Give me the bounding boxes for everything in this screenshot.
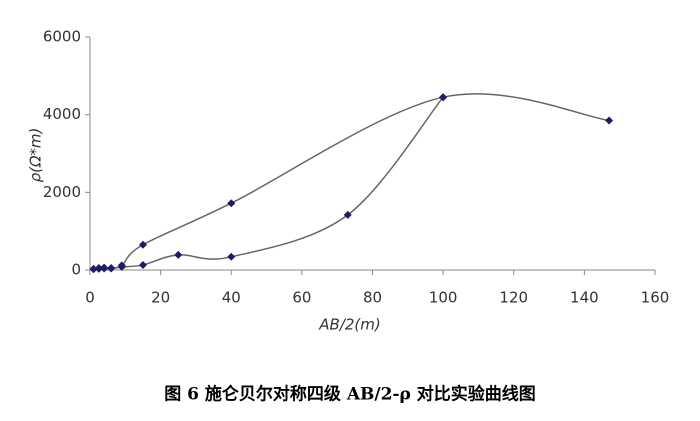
y-axis-label: ρ(Ω*m) [27, 128, 45, 183]
marker [343, 210, 352, 219]
marker [100, 264, 109, 273]
x-tick-label: 40 [222, 289, 241, 307]
marker [605, 116, 614, 125]
marker [89, 265, 98, 274]
marker [94, 264, 103, 273]
x-axis-label: AB/2(m) [318, 316, 380, 334]
x-tick-label: 120 [499, 289, 528, 307]
x-tick-label: 60 [292, 289, 311, 307]
x-tick-label: 100 [429, 289, 458, 307]
marker [138, 260, 147, 269]
y-tick-label: 0 [71, 261, 81, 279]
marker [138, 240, 147, 249]
y-tick-label: 4000 [43, 105, 81, 123]
x-tick-label: 80 [363, 289, 382, 307]
marker [117, 262, 126, 271]
x-tick-label: 0 [85, 289, 95, 307]
x-tick-label: 20 [151, 289, 170, 307]
marker [174, 250, 183, 259]
marker [439, 93, 448, 102]
marker [107, 264, 116, 273]
marker [227, 252, 236, 261]
x-tick-label: 140 [570, 289, 599, 307]
marker [227, 199, 236, 208]
caption: 图 6 施仑贝尔对称四级 AB/2-ρ 对比实验曲线图 [164, 384, 535, 405]
y-tick-label: 2000 [43, 183, 81, 201]
line [93, 93, 610, 270]
x-tick-label: 160 [641, 289, 670, 307]
y-tick-label: 6000 [43, 28, 81, 46]
